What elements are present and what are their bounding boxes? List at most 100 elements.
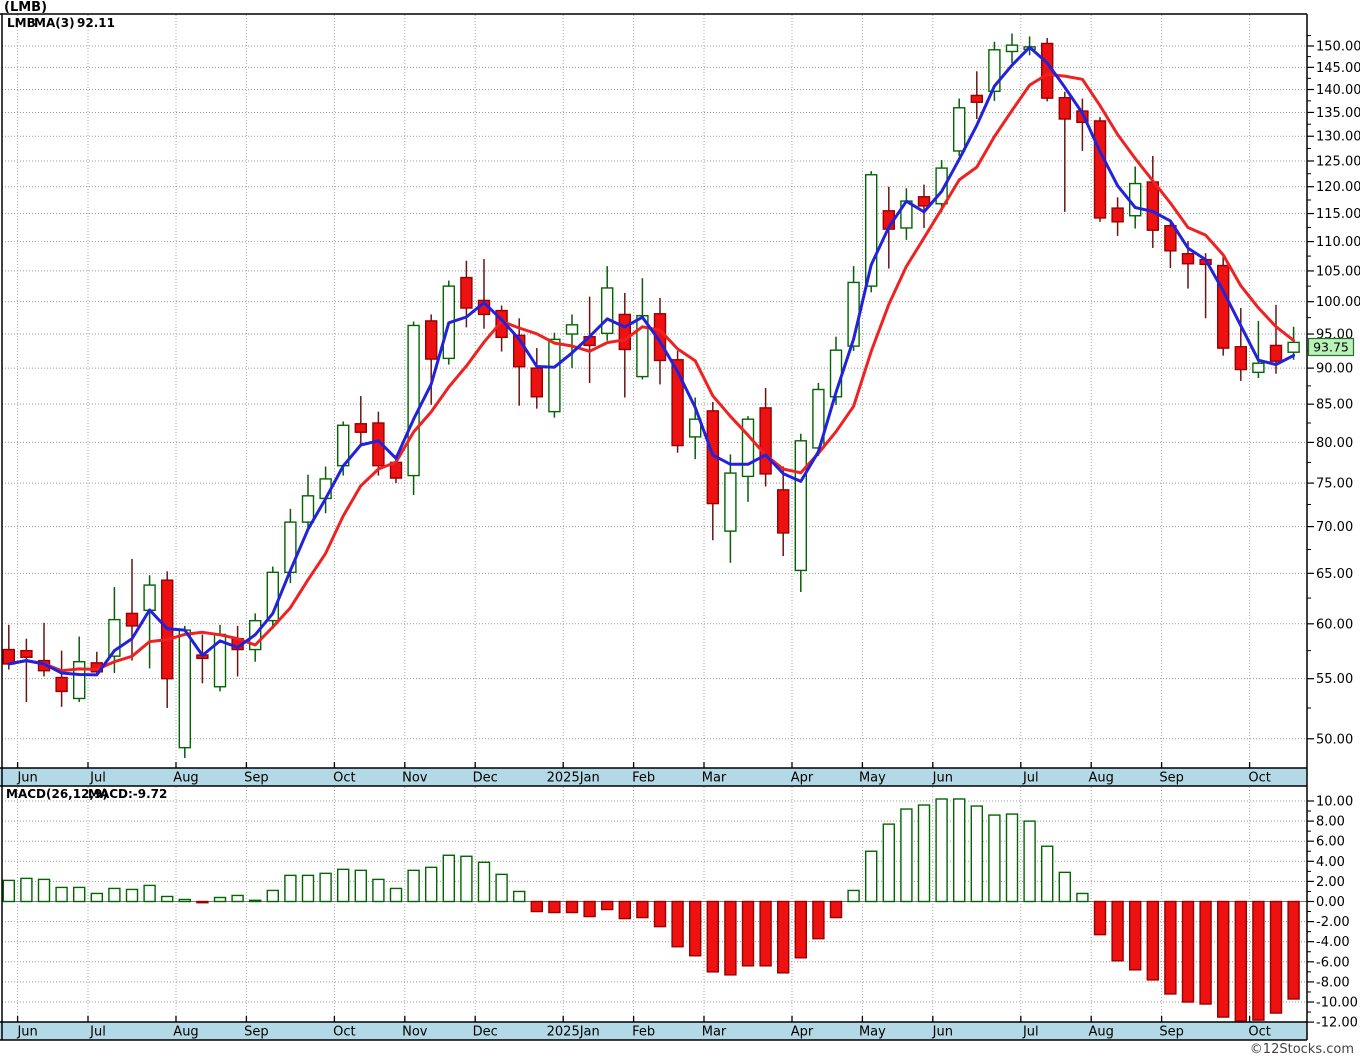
macd-bar — [865, 850, 878, 903]
price-tick-label: 120.00 — [1316, 180, 1360, 195]
candle-down — [1164, 225, 1177, 252]
month-label: Jul — [1022, 1025, 1039, 1040]
price-tick-label: 65.00 — [1316, 567, 1353, 582]
macd-bar — [1164, 900, 1177, 995]
month-label: Nov — [402, 771, 428, 786]
price-tick-label: 125.00 — [1316, 154, 1360, 169]
macd-bar — [583, 900, 596, 918]
macd-bar — [530, 900, 543, 913]
macd-tick-label: 0.00 — [1316, 895, 1345, 910]
month-label: Jun — [932, 1025, 953, 1040]
macd-bar — [20, 877, 33, 903]
macd-bar — [354, 869, 367, 903]
month-label: Apr — [791, 1025, 814, 1040]
price-axis: 150.00 145.00 140.00 135.00 130.00 125.00 120.… — [1307, 35, 1360, 747]
month-label: Mar — [702, 1025, 727, 1040]
macd-tick-label: 8.00 — [1316, 815, 1345, 830]
candle-down — [1093, 120, 1107, 219]
month-label: Jun — [932, 771, 953, 786]
candle-up — [72, 661, 86, 700]
candle-down — [354, 423, 367, 433]
macd-bar — [2, 879, 15, 903]
macd-bar — [565, 900, 579, 914]
macd-axis: 10.00 8.00 6.00 4.00 2.00 0.00 -2.00 -4.00 -6.00… — [1307, 795, 1358, 1031]
candle-down — [777, 489, 790, 534]
month-label: May — [859, 1025, 886, 1040]
macd-bar — [55, 886, 68, 903]
candle-down — [1216, 264, 1230, 349]
candle-down — [1058, 96, 1072, 120]
month-label: Feb — [632, 1025, 655, 1040]
macd-bar — [812, 900, 825, 940]
chart-layers: 150.00 145.00 140.00 135.00 130.00 125.00 120.… — [0, 13, 1360, 1041]
price-tick-label: 75.00 — [1316, 477, 1353, 492]
price-tick-label: 60.00 — [1316, 617, 1353, 632]
macd-indicator-value: MACD:-9.72 — [88, 787, 167, 801]
macd-bar — [706, 900, 719, 973]
month-label: Oct — [1248, 771, 1270, 786]
month-label: Aug — [1089, 1025, 1114, 1040]
macd-bar — [301, 874, 315, 903]
macd-bar — [777, 900, 790, 974]
macd-bar — [513, 890, 526, 903]
month-label: Nov — [402, 1025, 428, 1040]
month-label: Aug — [1089, 771, 1114, 786]
candle-down — [55, 676, 68, 693]
candle-down — [125, 612, 139, 627]
candle-up — [1252, 362, 1265, 374]
month-label: Dec — [473, 771, 498, 786]
month-label: Dec — [473, 1025, 498, 1040]
macd-bar — [1093, 900, 1107, 936]
price-tick-label: 55.00 — [1316, 672, 1353, 687]
price-tick-label: 100.00 — [1316, 295, 1360, 310]
macd-bar — [1181, 900, 1195, 1003]
macd-bar — [284, 874, 297, 903]
month-label: Jun — [16, 771, 37, 786]
macd-bar — [125, 888, 139, 903]
watermark-link[interactable]: ©12Stocks.com — [1250, 1042, 1354, 1056]
macd-bar — [1111, 900, 1124, 962]
candle-up — [1287, 341, 1300, 353]
last-price-badge: 93.75 — [1307, 337, 1355, 357]
macd-bar — [1216, 900, 1230, 1018]
candle-up — [407, 324, 420, 477]
price-tick-label: 130.00 — [1316, 130, 1360, 145]
candle-up — [988, 49, 1001, 93]
macd-tick-label: -4.00 — [1316, 935, 1350, 950]
candle-up — [724, 472, 737, 532]
price-tick-label: 70.00 — [1316, 520, 1353, 535]
candle-up — [143, 584, 156, 611]
candle-down — [759, 407, 772, 475]
macd-tick-label: -8.00 — [1316, 975, 1350, 990]
macd-bar — [178, 898, 192, 903]
candle-down — [618, 313, 631, 351]
candle-up — [1128, 182, 1142, 217]
month-label: Sep — [1159, 771, 1184, 786]
candle-down — [1181, 253, 1195, 265]
macd-bar — [231, 894, 244, 903]
macd-bar — [1234, 900, 1248, 1022]
macd-bar — [266, 889, 279, 903]
price-tick-label: 85.00 — [1316, 398, 1353, 413]
candle-up — [953, 107, 966, 152]
macd-bar — [829, 900, 843, 919]
macd-bar — [442, 854, 455, 903]
month-axis-strips — [0, 768, 1307, 1040]
month-label: Sep — [244, 771, 269, 786]
price-tick-label: 135.00 — [1316, 106, 1360, 121]
macd-bar — [1023, 820, 1036, 903]
macd-tick-label: 4.00 — [1316, 855, 1345, 870]
macd-bar — [1040, 845, 1054, 903]
macd-bar — [425, 866, 438, 903]
macd-bar — [970, 805, 983, 903]
macd-bar — [882, 823, 895, 903]
price-tick-label: 140.00 — [1316, 83, 1360, 98]
legend-ma-label: MA(3) — [34, 16, 75, 30]
macd-bar — [160, 895, 174, 903]
macd-bar — [689, 900, 702, 957]
macd-bar — [935, 798, 948, 903]
candle-down — [530, 367, 543, 398]
candle-down — [1269, 344, 1283, 362]
macd-bar — [477, 861, 491, 903]
